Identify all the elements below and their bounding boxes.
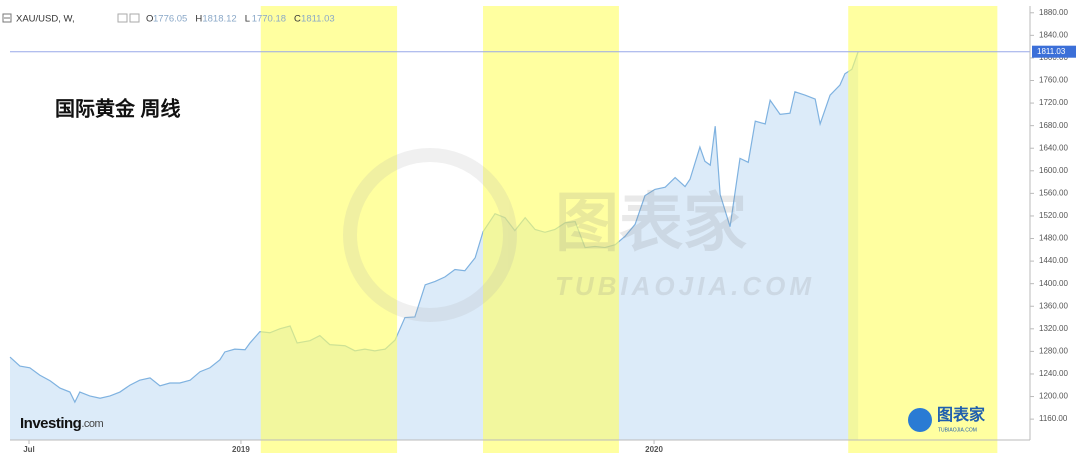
logo: Investing.com — [20, 415, 104, 432]
ohlc-value: 1811.03 — [301, 14, 335, 25]
brand-name: 图表家 — [937, 405, 986, 424]
ohlc-label: H — [195, 14, 202, 25]
y-tick-label: 1400.00 — [1039, 279, 1068, 288]
watermark-icon — [343, 148, 517, 322]
y-tick-label: 1320.00 — [1039, 324, 1068, 333]
x-tick-label: 2019 — [232, 445, 250, 454]
header: XAU/USD, W, — [2, 13, 140, 25]
highlight-band — [848, 6, 998, 453]
y-tick-label: 1440.00 — [1039, 256, 1068, 265]
ohlc-label: O — [146, 14, 153, 25]
highlight-band — [260, 6, 398, 453]
y-tick-label: 1680.00 — [1039, 121, 1068, 130]
ohlc-value: 1776.05 — [153, 14, 187, 25]
ohlc-value: 1818.12 — [202, 14, 236, 25]
y-tick-label: 1840.00 — [1039, 30, 1068, 39]
y-tick-label: 1880.00 — [1039, 8, 1068, 17]
ohlc: O 1776.05 H 1818.12 L 1770.18 C 1811.03 — [146, 14, 335, 25]
ohlc-label: L — [245, 14, 250, 25]
watermark-group: 图表家 TUBIAOJIA.COM — [343, 148, 815, 322]
y-tick-label: 1160.00 — [1039, 414, 1068, 423]
y-tick-label: 1240.00 — [1039, 369, 1068, 378]
logo-suffix: .com — [81, 418, 103, 430]
annotation: 国际黄金 周线 — [55, 96, 181, 120]
y-tick-label: 1200.00 — [1039, 392, 1068, 401]
highlight-band — [483, 6, 619, 453]
x-tick-label: Jul — [23, 445, 35, 454]
y-tick-label: 1520.00 — [1039, 211, 1068, 220]
y-tick-label: 1280.00 — [1039, 347, 1068, 356]
ohlc-value: 1770.18 — [252, 14, 286, 25]
collapse-icon[interactable] — [2, 13, 12, 23]
settings-icon[interactable] — [117, 13, 128, 23]
y-tick-label: 1360.00 — [1039, 301, 1068, 310]
last-price-tag — [1032, 45, 1076, 58]
brand-sub: TUBIAOJIA.COM — [938, 427, 977, 433]
brand-icon — [908, 408, 932, 432]
y-tick-label: 1600.00 — [1039, 166, 1068, 175]
symbol: XAU/USD, W, — [16, 14, 75, 25]
plot — [9, 6, 1034, 453]
close-icon[interactable] — [129, 13, 140, 23]
x-tick-label: 2020 — [645, 445, 663, 454]
watermark: 图表家 — [555, 187, 747, 259]
y-tick-label: 1760.00 — [1039, 76, 1068, 85]
last-price-label: 1811.03 — [1037, 47, 1066, 56]
y-tick-label: 1480.00 — [1039, 234, 1068, 243]
line — [9, 51, 859, 404]
watermark-sub: TUBIAOJIA.COM — [555, 271, 815, 301]
area — [10, 51, 859, 441]
y-tick-label: 1640.00 — [1039, 143, 1068, 152]
logo-main: Investing — [20, 415, 82, 432]
y-tick-label: 1720.00 — [1039, 98, 1068, 107]
ohlc-label: C — [294, 14, 301, 25]
y-tick-label: 1560.00 — [1039, 188, 1068, 197]
